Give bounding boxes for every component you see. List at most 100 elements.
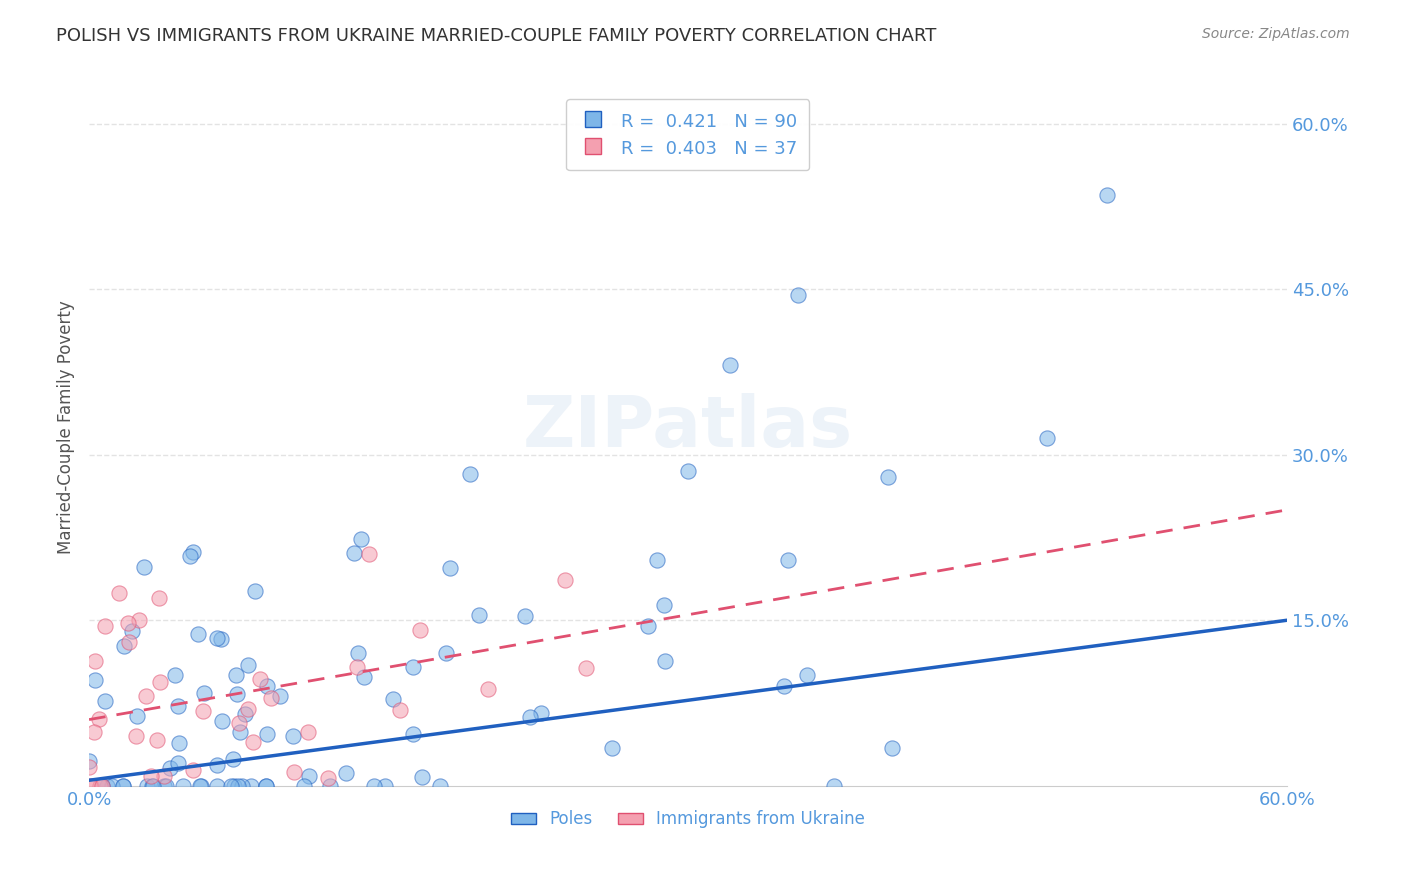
Point <box>231 779 253 793</box>
Point <box>166 756 188 771</box>
Point <box>637 619 659 633</box>
Point <box>152 769 174 783</box>
Point <box>166 698 188 713</box>
Point <box>402 660 425 674</box>
Text: Source: ZipAtlas.com: Source: ZipAtlas.com <box>1202 27 1350 41</box>
Point <box>229 724 252 739</box>
Point <box>283 765 305 780</box>
Point <box>141 779 163 793</box>
Point <box>519 710 541 724</box>
Point <box>128 613 150 627</box>
Point <box>148 591 170 606</box>
Point <box>233 706 256 721</box>
Point <box>236 701 259 715</box>
Point <box>718 358 741 372</box>
Point <box>876 470 898 484</box>
Point <box>226 687 249 701</box>
Point <box>159 761 181 775</box>
Point <box>94 619 117 633</box>
Point <box>79 754 101 768</box>
Point <box>121 624 143 638</box>
Point <box>786 287 808 301</box>
Point <box>411 770 433 784</box>
Point <box>172 779 194 793</box>
Point <box>1036 431 1059 445</box>
Point <box>439 561 461 575</box>
Point <box>402 726 425 740</box>
Point <box>796 668 818 682</box>
Legend: Poles, Immigrants from Ukraine: Poles, Immigrants from Ukraine <box>505 804 872 835</box>
Point <box>226 779 249 793</box>
Point <box>84 673 107 687</box>
Point <box>207 631 229 645</box>
Point <box>652 598 675 612</box>
Point <box>101 779 124 793</box>
Point <box>125 709 148 723</box>
Point <box>222 779 245 793</box>
Point <box>316 771 339 785</box>
Point <box>429 779 451 793</box>
Point <box>335 766 357 780</box>
Point <box>513 609 536 624</box>
Point <box>363 779 385 793</box>
Point <box>357 547 380 561</box>
Point <box>118 635 141 649</box>
Point <box>408 624 430 638</box>
Point <box>188 779 211 793</box>
Point <box>347 646 370 660</box>
Point <box>238 657 260 672</box>
Point <box>254 779 277 793</box>
Point <box>193 686 215 700</box>
Point <box>575 661 598 675</box>
Point <box>179 549 201 564</box>
Point <box>239 779 262 793</box>
Point <box>209 632 232 647</box>
Point <box>242 735 264 749</box>
Point <box>146 733 169 747</box>
Point <box>228 716 250 731</box>
Point <box>222 752 245 766</box>
Point <box>87 713 110 727</box>
Point <box>153 779 176 793</box>
Point <box>139 769 162 783</box>
Point <box>211 714 233 728</box>
Point <box>225 668 247 682</box>
Point <box>382 692 405 706</box>
Point <box>83 725 105 739</box>
Point <box>132 559 155 574</box>
Point <box>292 779 315 793</box>
Point <box>374 779 396 793</box>
Point <box>1095 188 1118 202</box>
Point <box>112 779 135 793</box>
Point <box>388 703 411 717</box>
Point <box>297 724 319 739</box>
Point <box>654 654 676 668</box>
Text: POLISH VS IMMIGRANTS FROM UKRAINE MARRIED-COUPLE FAMILY POVERTY CORRELATION CHAR: POLISH VS IMMIGRANTS FROM UKRAINE MARRIE… <box>56 27 936 45</box>
Point <box>645 553 668 567</box>
Point <box>191 704 214 718</box>
Point <box>112 640 135 654</box>
Point <box>91 779 114 793</box>
Point <box>880 741 903 756</box>
Point <box>319 779 342 793</box>
Point <box>256 727 278 741</box>
Point <box>205 758 228 772</box>
Point <box>77 760 100 774</box>
Point <box>96 779 118 793</box>
Point <box>79 779 101 793</box>
Point <box>468 607 491 622</box>
Point <box>90 779 112 793</box>
Point <box>350 532 373 546</box>
Point <box>269 690 291 704</box>
Point <box>163 667 186 681</box>
Point <box>83 654 105 668</box>
Point <box>346 660 368 674</box>
Text: ZIPatlas: ZIPatlas <box>523 392 853 462</box>
Point <box>221 779 243 793</box>
Point <box>281 729 304 743</box>
Point <box>773 679 796 693</box>
Point <box>111 779 134 793</box>
Point <box>149 675 172 690</box>
Point <box>249 673 271 687</box>
Point <box>676 464 699 478</box>
